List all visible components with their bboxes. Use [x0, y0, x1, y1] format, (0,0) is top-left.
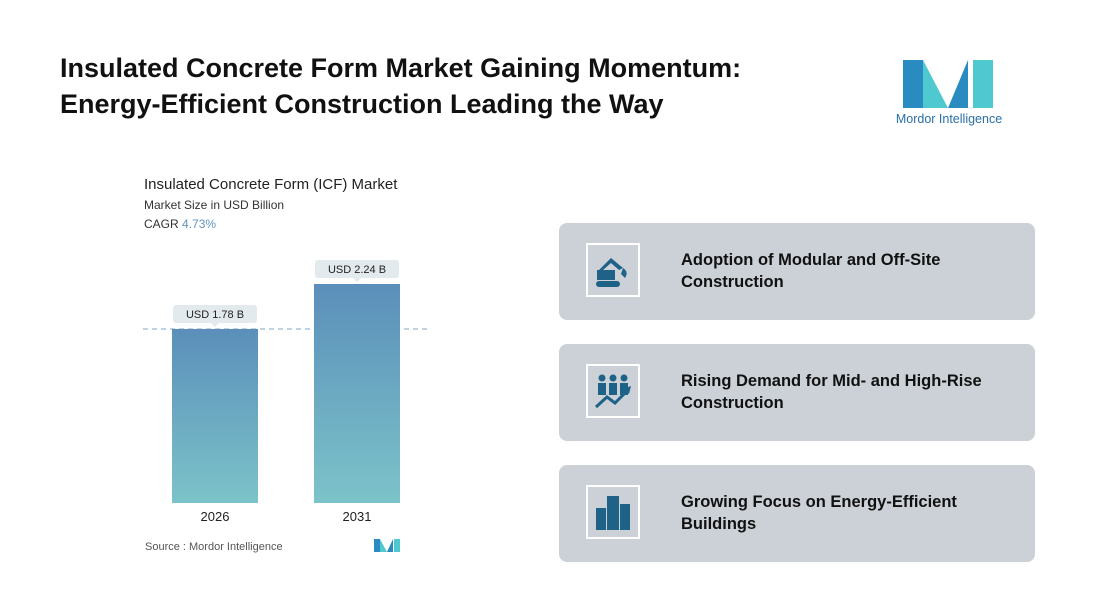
logo-text: Mordor Intelligence	[895, 112, 1003, 126]
logo-mark-icon	[903, 60, 993, 108]
data-label-box	[315, 260, 399, 278]
x-tick-label: 2026	[201, 509, 230, 524]
excavator-icon	[586, 243, 640, 297]
driver-label: Rising Demand for Mid- and High-Rise Con…	[681, 372, 982, 412]
page-title: Insulated Concrete Form Market Gaining M…	[60, 50, 741, 122]
x-tick-label: 2031	[343, 509, 372, 524]
data-label-pointer	[211, 322, 219, 327]
cagr-value: 4.73%	[182, 217, 217, 231]
driver-card: Growing Focus on Energy-Efficient Buildi…	[559, 465, 1035, 562]
cagr-label: CAGR	[144, 217, 179, 231]
data-label-pointer	[353, 278, 361, 282]
chart-title: Insulated Concrete Form (ICF) Market	[144, 176, 398, 193]
data-label-box	[173, 304, 257, 323]
logo: Mordor Intelligence	[893, 60, 1005, 132]
driver-card: Rising Demand for Mid- and High-Rise Con…	[559, 344, 1035, 441]
source-text: Source : Mordor Intelligence	[145, 541, 283, 553]
bar-chart: USD 1.78 B 2026 USD 2.24 B 2031	[143, 260, 430, 524]
driver-card: Adoption of Modular and Off-Site Constru…	[559, 223, 1035, 320]
source-logo-icon	[374, 539, 400, 552]
people-growth-icon	[586, 364, 640, 418]
bar	[314, 284, 400, 503]
title-line-1: Insulated Concrete Form Market Gaining M…	[60, 53, 742, 83]
data-label: USD 2.24 B	[328, 264, 386, 276]
title-line-2: Energy-Efficient Construction Leading th…	[60, 89, 664, 119]
data-label: USD 1.78 B	[186, 309, 244, 321]
bar	[172, 328, 258, 503]
driver-label: Adoption of Modular and Off-Site Constru…	[681, 251, 941, 291]
cagr: CAGR 4.73%	[144, 217, 216, 231]
chart-subtitle: Market Size in USD Billion	[144, 198, 285, 212]
buildings-icon	[586, 485, 640, 539]
driver-label: Growing Focus on Energy-Efficient Buildi…	[681, 493, 957, 533]
